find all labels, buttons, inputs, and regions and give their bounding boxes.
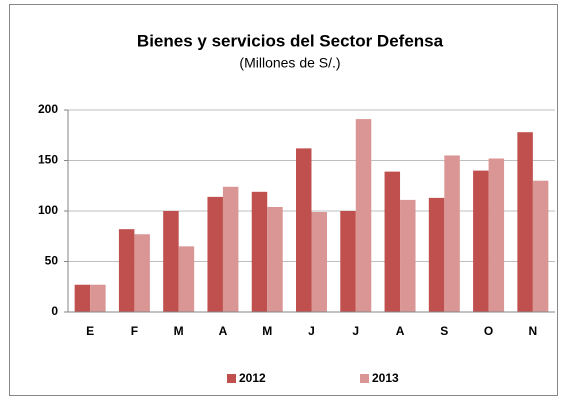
bar	[267, 206, 283, 312]
bar	[400, 199, 416, 312]
chart-subtitle: (Millones de S/.)	[239, 55, 340, 71]
x-tick-label: M	[174, 324, 184, 338]
bar	[428, 197, 445, 312]
x-tick-label: A	[219, 324, 228, 338]
x-tick-label: J	[308, 324, 315, 338]
y-tick-label: 50	[45, 254, 59, 268]
bar	[532, 180, 549, 312]
bar	[222, 186, 239, 312]
legend-swatch	[227, 374, 236, 383]
x-tick-label: E	[86, 324, 94, 338]
x-tick-label: A	[396, 324, 405, 338]
chart-border	[9, 4, 558, 396]
bar	[74, 284, 91, 312]
bar	[178, 246, 195, 312]
bar	[90, 284, 106, 312]
y-tick-label: 200	[38, 102, 58, 116]
legend-label: 2012	[239, 371, 266, 385]
bar	[163, 211, 179, 312]
x-tick-label: S	[440, 324, 448, 338]
legend-label: 2013	[372, 371, 399, 385]
x-tick-label: M	[262, 324, 272, 338]
bar	[355, 119, 372, 312]
bar	[488, 158, 505, 312]
bar	[134, 234, 150, 312]
x-tick-label: J	[352, 324, 359, 338]
bar	[444, 155, 460, 312]
y-tick-label: 0	[51, 304, 58, 318]
bar	[118, 229, 135, 312]
bar	[384, 171, 401, 312]
bar	[207, 196, 223, 312]
x-tick-label: F	[131, 324, 138, 338]
bar	[311, 212, 327, 312]
bar	[517, 132, 533, 312]
bar	[296, 148, 312, 312]
chart-title: Bienes y servicios del Sector Defensa	[137, 31, 444, 50]
y-tick-label: 150	[38, 153, 58, 167]
legend-swatch	[360, 374, 369, 383]
bar	[473, 170, 489, 312]
x-tick-label: N	[529, 324, 538, 338]
y-tick-label: 100	[38, 203, 58, 217]
x-tick-label: O	[484, 324, 493, 338]
bar	[251, 191, 268, 312]
bar	[340, 211, 356, 312]
